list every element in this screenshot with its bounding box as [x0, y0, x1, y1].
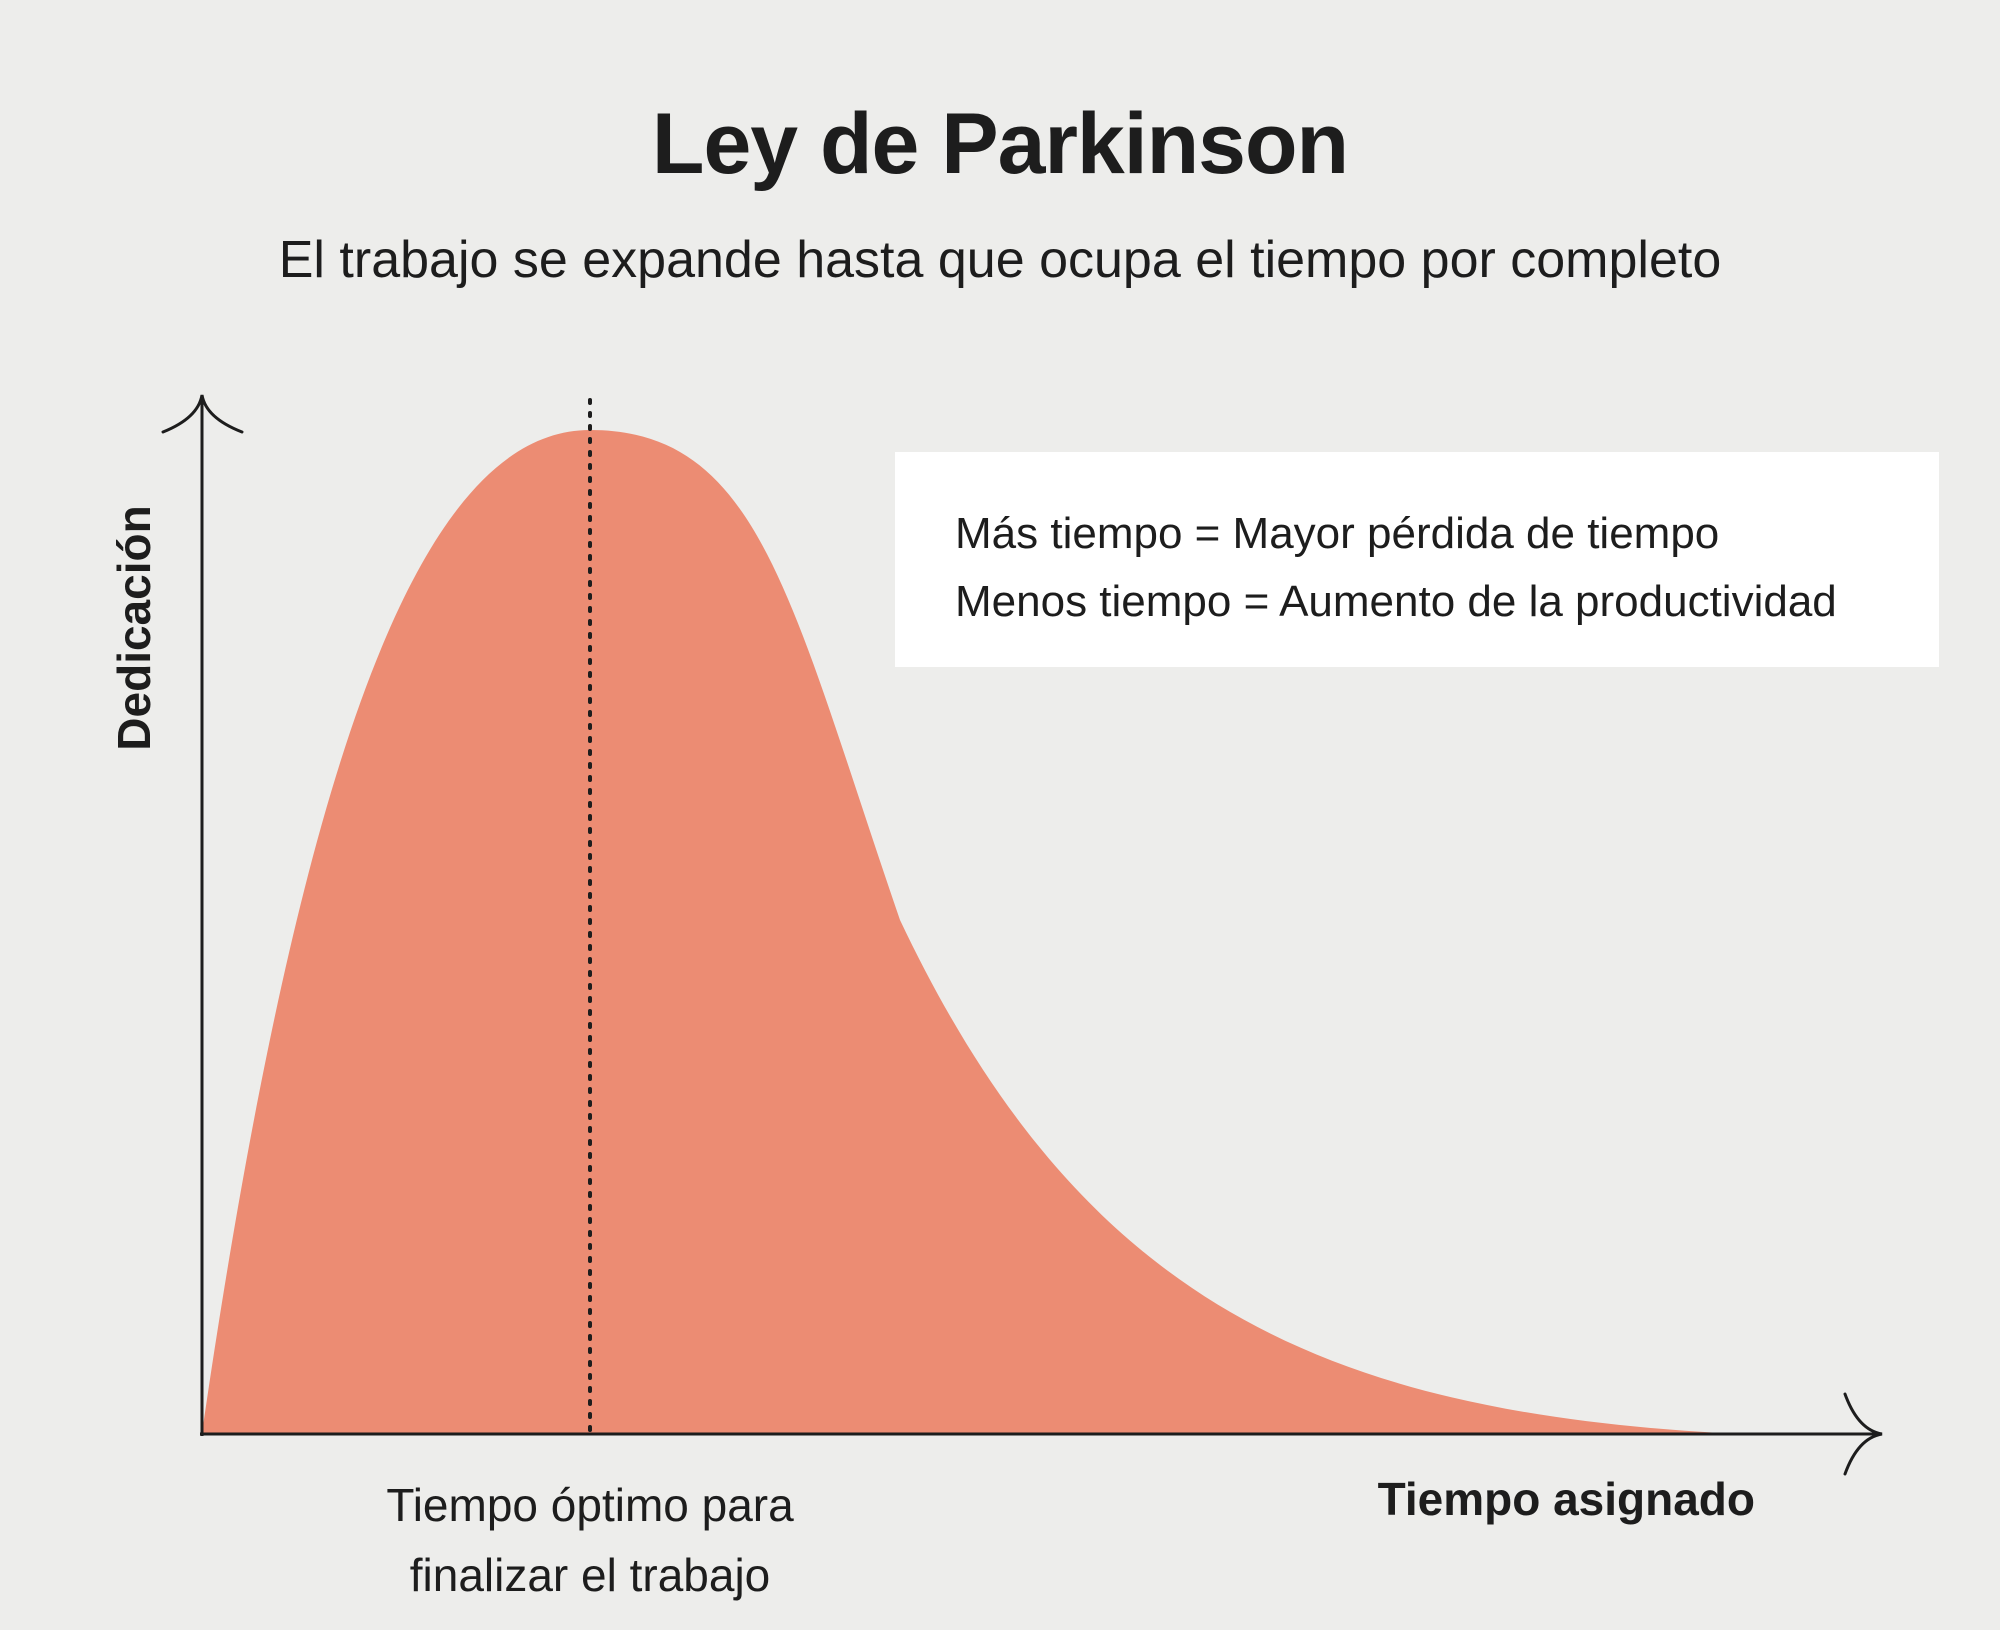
diagram-subtitle: El trabajo se expande hasta que ocupa el… — [278, 231, 1722, 289]
legend-line-more-time: Más tiempo = Mayor pérdida de tiempo — [955, 509, 1720, 558]
optimal-time-label: Tiempo óptimo para finalizar el trabajo — [386, 1470, 793, 1610]
diagram-title: Ley de Parkinson — [651, 96, 1349, 192]
y-axis-label: Dedicación — [108, 505, 160, 751]
x-axis-label: Tiempo asignado — [1377, 1473, 1755, 1525]
optimal-time-label-line2: finalizar el trabajo — [409, 1549, 771, 1601]
y-axis-arrow-icon — [161, 394, 244, 434]
x-axis-arrow-icon — [1843, 1392, 1883, 1476]
legend-line-less-time: Menos tiempo = Aumento de la productivid… — [955, 577, 1837, 626]
effort-curve-area — [202, 430, 1720, 1433]
optimal-time-label-line1: Tiempo óptimo para — [386, 1479, 794, 1531]
legend-box: Más tiempo = Mayor pérdida de tiempo Men… — [895, 452, 1939, 667]
